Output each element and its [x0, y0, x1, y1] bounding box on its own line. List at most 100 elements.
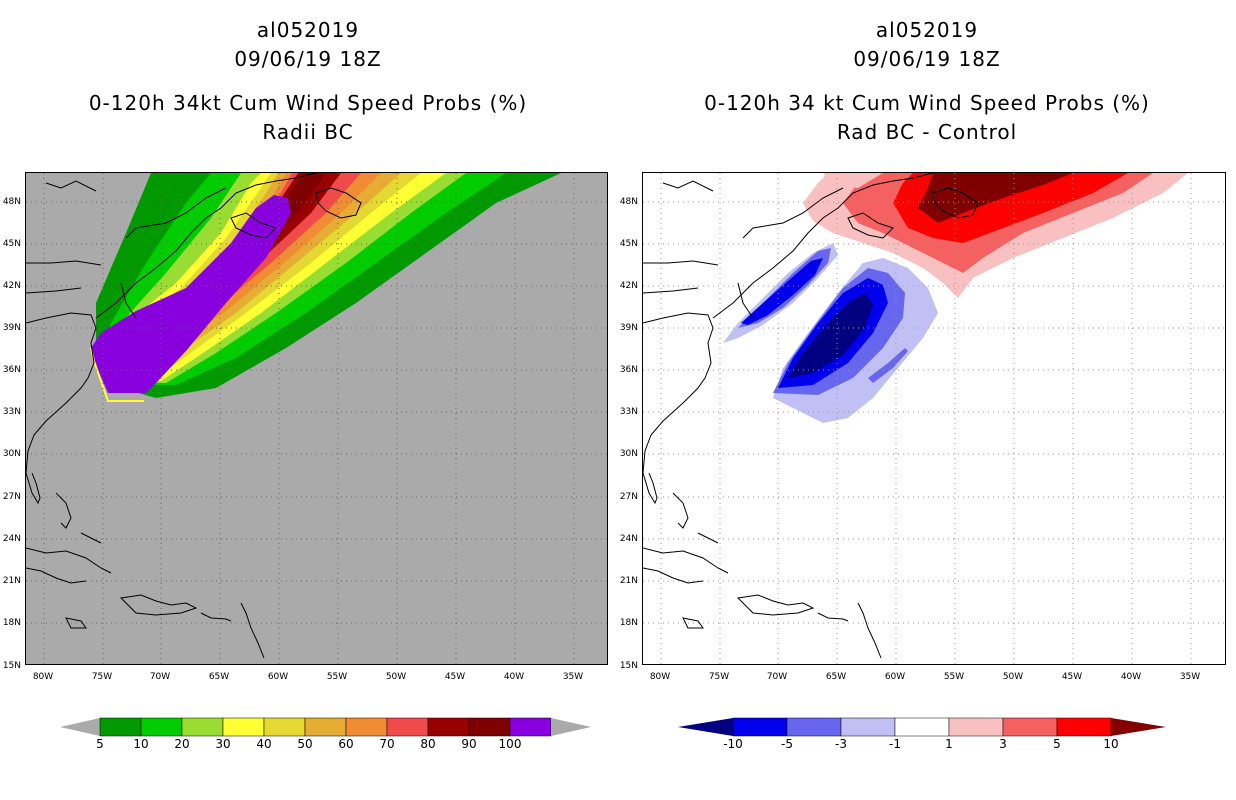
- left-axes: 48N 45N 42N 39N 36N 33N 30N 27N 24N 21N 18N 15N 80W…: [3, 197, 583, 682]
- colorbar-label: 90: [461, 737, 476, 751]
- colorbar-label: -3: [835, 737, 847, 751]
- lat-label: 48N: [3, 197, 21, 207]
- lat-label: 24N: [3, 534, 21, 544]
- lat-label: 15N: [3, 661, 21, 671]
- lat-label: 36N: [620, 365, 638, 375]
- colorbar-label: -10: [723, 737, 743, 751]
- colorbar-over-triangle: [1111, 718, 1166, 736]
- colorbar-label: 100: [499, 737, 522, 751]
- diff-pos-top-left: [823, 173, 883, 188]
- lat-label: 15N: [620, 661, 638, 671]
- lat-label: 39N: [620, 323, 638, 333]
- colorbar-label: 10: [1103, 737, 1118, 751]
- colorbar-label: -1: [889, 737, 901, 751]
- left-title-block: al052019 09/06/19 18Z 0-120h 34kt Cum Wi…: [0, 16, 616, 147]
- diff-neg-streak: [868, 348, 908, 383]
- lon-label: 40W: [504, 672, 524, 682]
- colorbar-label: 50: [297, 737, 312, 751]
- lat-label: 45N: [620, 239, 638, 249]
- lon-label: 60W: [268, 672, 288, 682]
- lat-label: 30N: [3, 449, 21, 459]
- lat-label: 33N: [3, 407, 21, 417]
- colorbar-box: [181, 717, 224, 737]
- right-subtitle: Rad BC - Control: [836, 120, 1018, 144]
- colorbar-label: 40: [256, 737, 271, 751]
- lon-label: 50W: [1003, 672, 1023, 682]
- lon-label: 55W: [944, 672, 964, 682]
- lon-label: 75W: [92, 672, 112, 682]
- lon-label: 60W: [885, 672, 905, 682]
- left-colorbar: 5 10 20 30 40 50 60 70 80 90 100: [60, 717, 591, 751]
- colorbar-box: [99, 717, 142, 737]
- lat-label: 42N: [3, 281, 21, 291]
- left-subtitle: Radii BC: [262, 120, 354, 144]
- colorbar-box: [509, 717, 552, 737]
- colorbar-box: [263, 717, 306, 737]
- lat-label: 21N: [3, 576, 21, 586]
- lat-label: 30N: [620, 449, 638, 459]
- lat-label: 18N: [620, 618, 638, 628]
- lat-label: 45N: [3, 239, 21, 249]
- right-axes: 48N 45N 42N 39N 36N 33N 30N 27N 24N 21N 18N 15N 80W…: [620, 197, 1200, 682]
- lon-label: 35W: [1180, 672, 1200, 682]
- colorbar-box: [1056, 717, 1112, 737]
- lon-label: 80W: [33, 672, 53, 682]
- right-title-block: al052019 09/06/19 18Z 0-120h 34 kt Cum W…: [618, 16, 1236, 147]
- colorbar-box: [840, 717, 896, 737]
- lat-label: 48N: [620, 197, 638, 207]
- left-date: 09/06/19 18Z: [234, 47, 382, 71]
- colorbar-box: [427, 717, 470, 737]
- diff-neg-5a: [741, 258, 823, 325]
- colorbar-box: [386, 717, 429, 737]
- lat-label: 21N: [620, 576, 638, 586]
- colorbar-under-triangle: [678, 718, 733, 736]
- left-product-title: 0-120h 34kt Cum Wind Speed Probs (%): [88, 91, 528, 115]
- lat-label: 36N: [3, 365, 21, 375]
- right-coastlines: [643, 173, 979, 659]
- colorbar-label: 30: [215, 737, 230, 751]
- lon-label: 65W: [826, 672, 846, 682]
- lat-label: 33N: [620, 407, 638, 417]
- lon-label: 80W: [650, 672, 670, 682]
- lon-label: 70W: [150, 672, 170, 682]
- colorbar-box: [222, 717, 265, 737]
- colorbar-box: [468, 717, 511, 737]
- lat-label: 39N: [3, 323, 21, 333]
- diff-pos-10: [918, 173, 1073, 223]
- colorbar-box: [894, 717, 950, 737]
- colorbar-box: [948, 717, 1004, 737]
- lat-label: 27N: [3, 492, 21, 502]
- colorbar-label: -5: [781, 737, 793, 751]
- colorbar-over-triangle: [551, 718, 591, 736]
- lon-label: 45W: [1062, 672, 1082, 682]
- colorbar-label: 5: [1053, 737, 1061, 751]
- diff-neg-10: [788, 293, 873, 378]
- left-storm-id: al052019: [256, 18, 360, 42]
- lon-label: 75W: [709, 672, 729, 682]
- colorbar-label: 20: [174, 737, 189, 751]
- lon-label: 40W: [1121, 672, 1141, 682]
- right-colorbar: -10 -5 -3 -1 1 3 5 10: [678, 717, 1166, 751]
- colorbar-label: 5: [96, 737, 104, 751]
- colorbar-under-triangle: [60, 718, 100, 736]
- lat-label: 27N: [620, 492, 638, 502]
- lon-label: 70W: [767, 672, 787, 682]
- colorbar-box: [786, 717, 842, 737]
- lon-label: 45W: [445, 672, 465, 682]
- lon-label: 55W: [327, 672, 347, 682]
- colorbar-box: [732, 717, 788, 737]
- right-storm-id: al052019: [875, 18, 979, 42]
- lon-label: 50W: [386, 672, 406, 682]
- lon-label: 65W: [209, 672, 229, 682]
- lat-label: 42N: [620, 281, 638, 291]
- colorbar-box: [345, 717, 388, 737]
- lon-label: 35W: [563, 672, 583, 682]
- colorbar-label: 1: [945, 737, 953, 751]
- colorbar-box: [1002, 717, 1058, 737]
- colorbar-box: [140, 717, 183, 737]
- left-map: [25, 172, 608, 665]
- right-date: 09/06/19 18Z: [853, 47, 1001, 71]
- colorbar-label: 60: [338, 737, 353, 751]
- colorbar-label: 80: [420, 737, 435, 751]
- lat-label: 18N: [3, 618, 21, 628]
